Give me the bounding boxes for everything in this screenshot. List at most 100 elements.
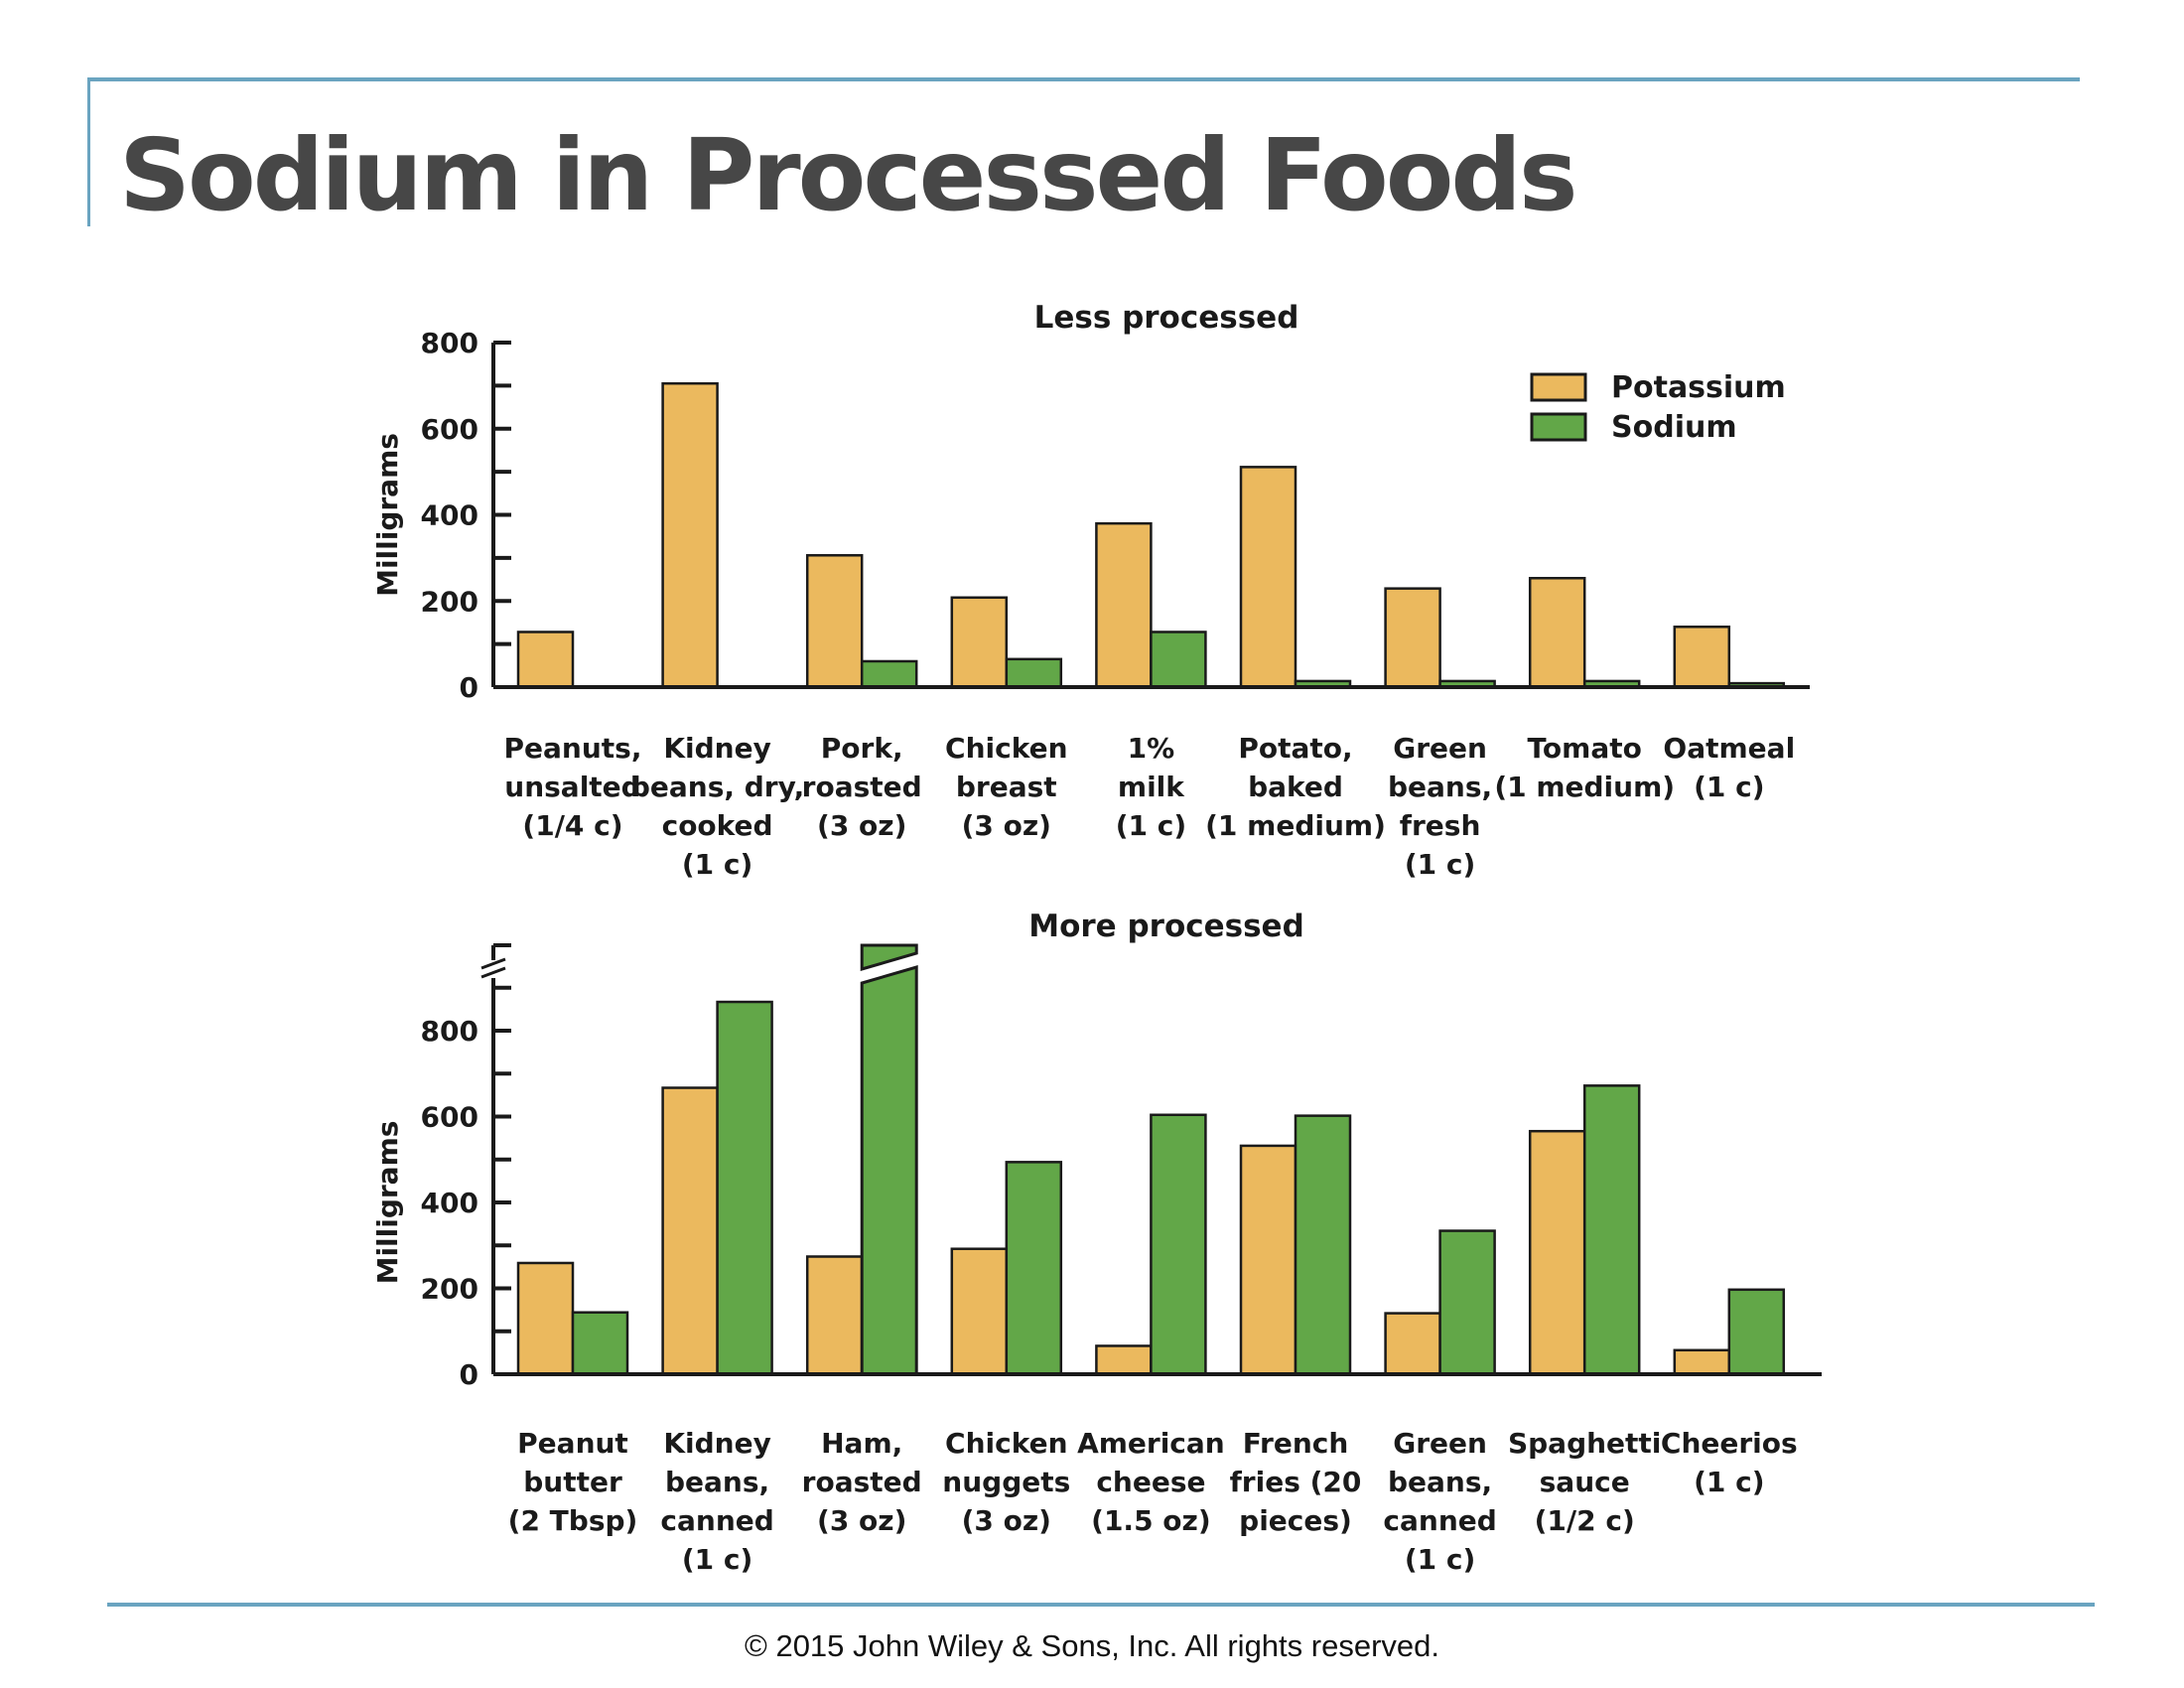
category-label: (1 c)	[682, 1543, 752, 1576]
y-tick-label: 200	[421, 1273, 478, 1306]
category-label: (1 c)	[1405, 848, 1475, 881]
chart-title: Less processed	[1034, 300, 1299, 336]
bar-potassium	[661, 1086, 719, 1376]
bar-potassium	[1528, 1129, 1586, 1376]
bar-potassium	[805, 554, 864, 689]
category-label: roasted	[802, 1466, 922, 1498]
bar-potassium	[1095, 521, 1153, 689]
category-label: nuggets	[942, 1466, 1070, 1498]
bar-sodium	[1438, 1229, 1496, 1376]
category-label: Pork,	[821, 732, 903, 765]
category-label: (3 oz)	[817, 809, 906, 842]
y-tick-label: 600	[421, 413, 478, 446]
category-label: Kidney	[663, 1427, 771, 1460]
y-tick-label: 400	[421, 499, 478, 532]
category-label: (1 medium)	[1494, 771, 1675, 803]
category-label: roasted	[802, 771, 922, 803]
bar-potassium	[1673, 1348, 1731, 1376]
axis-break-mark	[480, 966, 506, 979]
bar-sodium	[716, 1000, 773, 1376]
bar-sodium	[1150, 631, 1207, 689]
legend-swatch-sodium	[1530, 412, 1587, 442]
y-tick-label: 400	[421, 1187, 478, 1219]
bar-potassium	[950, 1247, 1009, 1376]
category-label: Potato,	[1238, 732, 1352, 765]
copyright-notice: © 2015 John Wiley & Sons, Inc. All right…	[745, 1628, 1439, 1663]
y-tick-label: 800	[421, 1015, 478, 1048]
bar-potassium	[516, 631, 575, 689]
category-label: (1/4 c)	[522, 809, 622, 842]
bar-sodium	[1294, 1114, 1352, 1376]
category-label: (1 c)	[1694, 771, 1764, 803]
bar-sodium	[571, 1311, 629, 1376]
title-left-rule	[87, 77, 90, 226]
category-label: beans,	[665, 1466, 769, 1498]
bar-potassium	[1239, 1144, 1297, 1376]
y-axis-label: Milligrams	[371, 433, 404, 597]
chart-title: More processed	[1028, 909, 1304, 944]
category-label: unsalted	[504, 771, 640, 803]
category-label: 1%	[1128, 732, 1175, 765]
category-label: butter	[523, 1466, 622, 1498]
category-label: Kidney	[663, 732, 771, 765]
category-label: Tomato	[1528, 732, 1642, 765]
bar-sodium	[1150, 1113, 1207, 1376]
y-tick-label: 800	[421, 327, 478, 359]
category-label: canned	[1383, 1504, 1496, 1537]
bar-sodium	[1005, 1161, 1063, 1376]
category-label: fries (20	[1230, 1466, 1362, 1498]
legend-label-sodium: Sodium	[1611, 410, 1737, 445]
category-label: canned	[660, 1504, 773, 1537]
footer-rule	[107, 1603, 2095, 1607]
legend-swatch-potassium	[1530, 372, 1587, 402]
category-label: (3 oz)	[962, 809, 1051, 842]
category-label: beans,	[1388, 1466, 1492, 1498]
axis-break-mark	[480, 957, 506, 970]
bar-potassium	[661, 381, 719, 689]
category-label: milk	[1118, 771, 1185, 803]
title-top-rule	[87, 77, 2080, 81]
category-label: (1 c)	[1694, 1466, 1764, 1498]
category-label: (1 c)	[1116, 809, 1186, 842]
bar-sodium	[860, 659, 918, 689]
legend-label-potassium: Potassium	[1611, 370, 1786, 405]
bar-potassium	[805, 1255, 864, 1376]
category-label: (1 medium)	[1205, 809, 1386, 842]
category-label: beans, dry,	[630, 771, 804, 803]
category-label: (2 Tbsp)	[508, 1504, 638, 1537]
bar-sodium	[1727, 1288, 1786, 1376]
category-label: (1/2 c)	[1535, 1504, 1635, 1537]
category-label: French	[1243, 1427, 1349, 1460]
category-label: fresh	[1400, 809, 1481, 842]
y-tick-label: 0	[460, 671, 478, 704]
category-label: (1 c)	[682, 848, 752, 881]
category-label: Spaghetti	[1508, 1427, 1661, 1460]
category-label: Ham,	[821, 1427, 902, 1460]
category-label: breast	[956, 771, 1057, 803]
category-label: baked	[1248, 771, 1343, 803]
category-label: Peanut	[517, 1427, 628, 1460]
bar-sodium-upper-segment	[860, 943, 918, 971]
bar-potassium	[1384, 1312, 1441, 1376]
category-label: cooked	[662, 809, 773, 842]
bar-potassium	[950, 596, 1009, 689]
chart-more-processed: More processed Milligrams Peanut butter (2 T…	[371, 909, 1822, 1576]
bar-potassium	[516, 1261, 575, 1376]
chart-less-processed: Less processed Milligrams Peanuts, unsalted…	[371, 300, 1810, 881]
category-label: Oatmeal	[1663, 732, 1795, 765]
bar-sodium-lower-segment	[860, 965, 918, 1376]
category-label: Chicken	[945, 1427, 1067, 1460]
y-axis-label: Milligrams	[371, 1121, 404, 1285]
category-label: (3 oz)	[817, 1504, 906, 1537]
category-label: Peanuts,	[504, 732, 642, 765]
bar-sodium	[1582, 1084, 1641, 1376]
bar-potassium	[1095, 1344, 1153, 1376]
category-label: cheese	[1096, 1466, 1205, 1498]
y-tick-label: 200	[421, 585, 478, 618]
category-label: Green	[1393, 1427, 1487, 1460]
bar-potassium	[1528, 577, 1586, 689]
bar-sodium	[1005, 657, 1063, 689]
category-label: Cheerios	[1661, 1427, 1798, 1460]
category-label: sauce	[1540, 1466, 1630, 1498]
